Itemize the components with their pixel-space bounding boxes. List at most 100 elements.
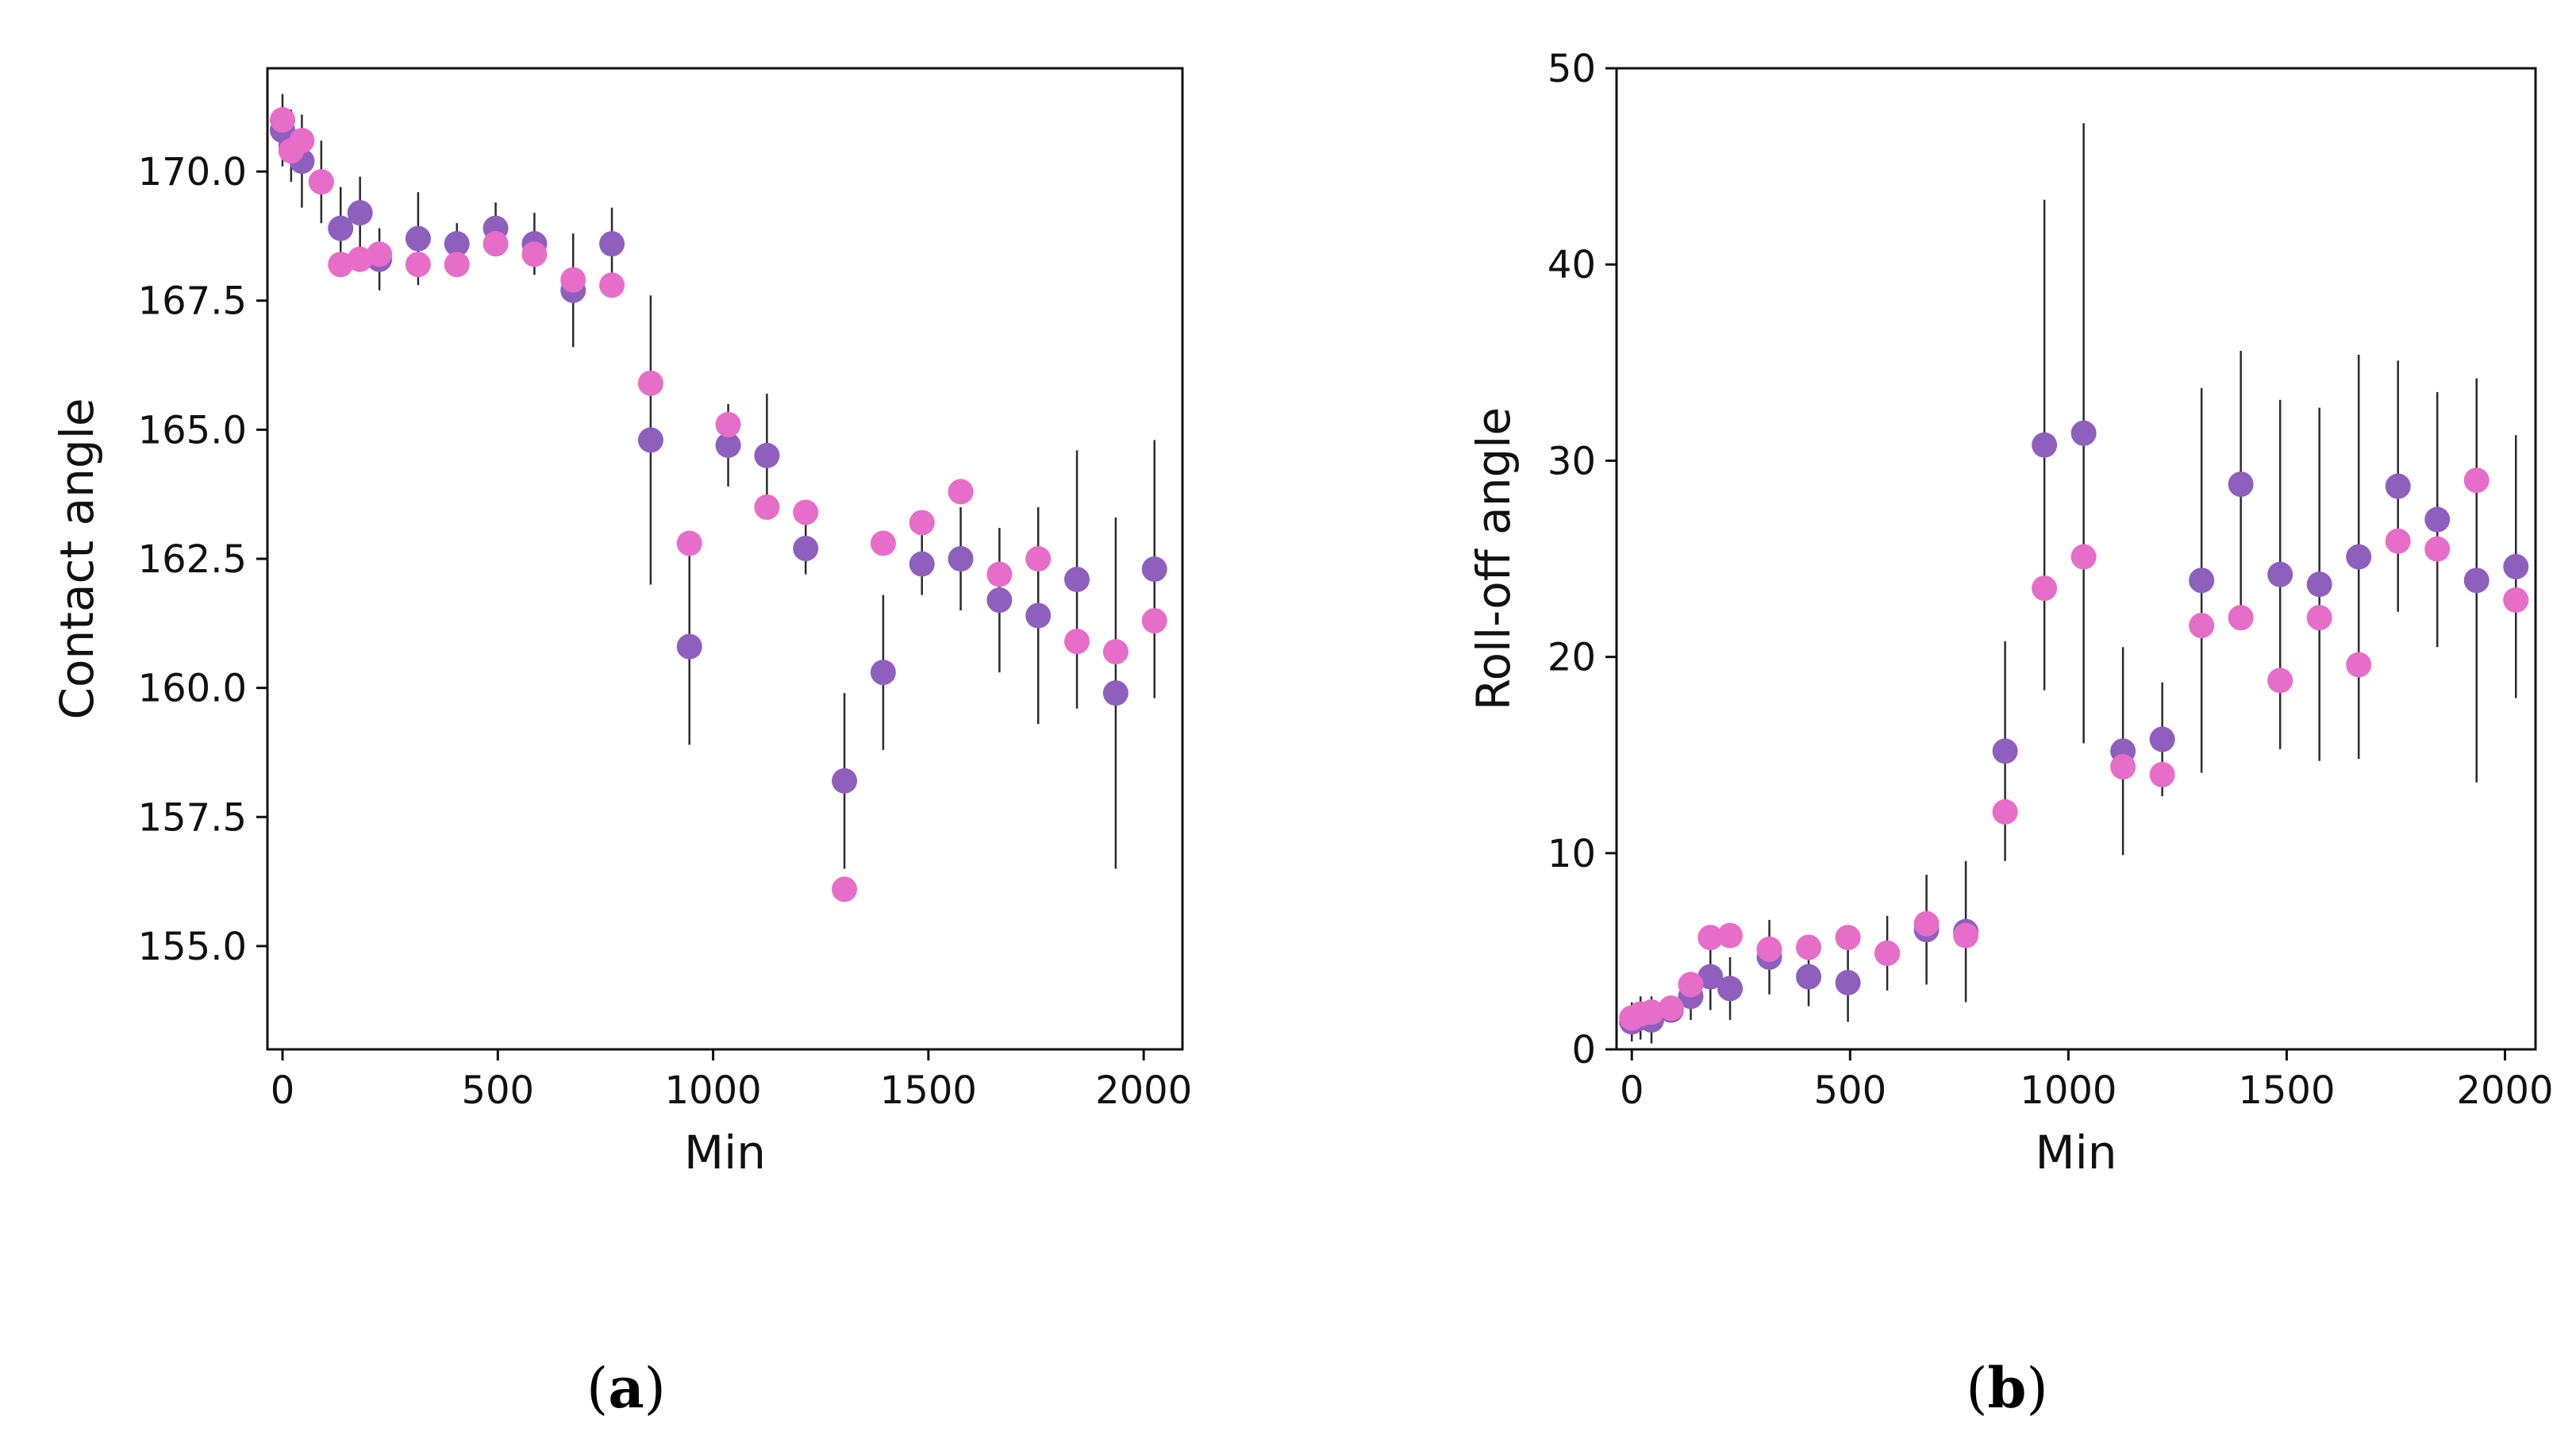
- x-tick-label: 1500: [880, 1068, 977, 1113]
- x-tick-label: 500: [1814, 1068, 1887, 1113]
- y-tick-label: 50: [1548, 47, 1596, 91]
- data-point-series-2: [1064, 629, 1090, 655]
- data-point-series-2: [793, 499, 819, 525]
- data-point-series-2: [2070, 544, 2097, 570]
- data-point-series-2: [1913, 910, 1940, 937]
- data-point-series-1: [444, 231, 470, 257]
- data-point-series-1: [2267, 561, 2293, 587]
- x-tick-label: 1000: [2020, 1068, 2117, 1113]
- caption-b-letter: b: [1988, 1355, 2027, 1421]
- data-point-series-1: [948, 546, 974, 572]
- data-point-series-2: [1025, 546, 1052, 572]
- data-point-series-1: [754, 442, 780, 468]
- chart-panel-a: 0 500 1000 1500 2000 155.0 157.5 160.0 162.5 165.…: [50, 67, 1192, 1180]
- chart-panel-b: 0 500 1000 1500 2000 0 10 20 30 40 50 Min Roll-off a…: [1467, 47, 2554, 1180]
- data-point-series-2: [2032, 575, 2058, 602]
- y-axis-label: Contact angle: [50, 398, 104, 719]
- caption-a-letter: a: [608, 1355, 644, 1421]
- data-point-series-1: [2346, 544, 2372, 570]
- data-point-series-2: [1756, 936, 1782, 962]
- data-point-series-2: [1717, 922, 1744, 949]
- y-tick-label: 162.5: [138, 537, 247, 582]
- data-point-series-2: [1678, 972, 1704, 998]
- data-point-series-2: [1658, 995, 1684, 1022]
- data-point-series-1: [715, 432, 741, 458]
- x-tick-label: 1000: [665, 1068, 762, 1113]
- data-point-series-2: [2385, 528, 2411, 554]
- data-point-series-2: [754, 494, 780, 520]
- data-point-series-2: [483, 231, 509, 257]
- y-tick-label: 165.0: [138, 408, 247, 452]
- data-point-series-2: [2267, 668, 2293, 694]
- data-point-series-2: [1639, 999, 1665, 1026]
- data-point-series-2: [2110, 754, 2136, 780]
- x-tick-label: 0: [1620, 1068, 1644, 1113]
- y-tick-label: 0: [1571, 1028, 1596, 1072]
- data-point-series-2: [1102, 639, 1128, 665]
- data-point-series-2: [269, 107, 295, 133]
- data-point-series-1: [1102, 680, 1128, 706]
- plot-frame: [1615, 67, 2537, 1051]
- data-point-series-1: [676, 633, 702, 660]
- data-point-series-2: [2306, 605, 2332, 631]
- caption-b: (b): [1966, 1355, 2048, 1421]
- data-point-series-2: [1992, 799, 2018, 825]
- data-point-series-2: [1953, 922, 1979, 949]
- y-tick-label: 170.0: [138, 150, 247, 194]
- data-point-series-2: [2228, 605, 2254, 631]
- data-point-series-1: [1992, 738, 2018, 764]
- data-point-series-1: [2189, 568, 2215, 594]
- y-tick-label: 157.5: [138, 795, 247, 840]
- data-point-series-1: [1717, 976, 1744, 1002]
- x-axis-label: Min: [2036, 1126, 2117, 1180]
- data-point-series-1: [1025, 602, 1052, 629]
- data-point-series-1: [2385, 473, 2411, 499]
- data-point-series-2: [308, 169, 334, 195]
- y-tick-label: 30: [1548, 439, 1596, 483]
- data-point-series-1: [2424, 506, 2451, 533]
- data-point-series-2: [2189, 613, 2215, 639]
- data-point-series-2: [521, 241, 548, 267]
- data-point-series-2: [2503, 587, 2529, 613]
- x-axis-label: Min: [684, 1126, 766, 1180]
- data-point-series-1: [2463, 568, 2489, 594]
- x-tick-label: 0: [271, 1068, 295, 1113]
- data-point-series-1: [637, 427, 663, 453]
- caption-a: (a): [586, 1355, 666, 1421]
- y-tick-label: 20: [1548, 636, 1596, 680]
- data-point-series-1: [793, 535, 819, 561]
- y-tick-label: 160.0: [138, 667, 247, 711]
- data-point-series-1: [1697, 964, 1724, 990]
- data-point-series-2: [1697, 925, 1724, 951]
- data-point-series-2: [560, 267, 586, 293]
- data-point-series-1: [328, 215, 354, 241]
- data-point-series-2: [832, 876, 858, 903]
- data-point-series-2: [676, 530, 702, 556]
- data-point-series-2: [870, 530, 896, 556]
- data-point-series-2: [2346, 652, 2372, 678]
- data-point-series-1: [870, 660, 896, 686]
- x-tick-label: 1500: [2238, 1068, 2335, 1113]
- data-point-series-1: [832, 768, 858, 794]
- data-point-series-2: [1141, 608, 1167, 634]
- data-point-series-2: [1874, 940, 1901, 966]
- data-point-series-2: [1835, 925, 1861, 951]
- x-tick-label: 2000: [2456, 1068, 2553, 1113]
- data-point-series-2: [347, 246, 373, 272]
- data-point-series-1: [405, 225, 431, 252]
- data-point-series-1: [347, 200, 373, 226]
- data-point-series-2: [367, 241, 393, 267]
- data-point-series-1: [2070, 420, 2097, 446]
- data-point-series-1: [2503, 553, 2529, 579]
- data-point-series-2: [1796, 934, 1822, 960]
- data-point-series-1: [986, 587, 1013, 614]
- y-tick-label: 167.5: [138, 279, 247, 324]
- data-point-series-2: [328, 252, 354, 278]
- data-point-series-2: [715, 411, 741, 437]
- y-tick-label: 155.0: [138, 925, 247, 969]
- data-point-series-1: [1064, 567, 1090, 593]
- data-point-series-2: [948, 479, 974, 505]
- x-tick-label: 500: [461, 1068, 534, 1113]
- data-point-series-2: [986, 561, 1013, 587]
